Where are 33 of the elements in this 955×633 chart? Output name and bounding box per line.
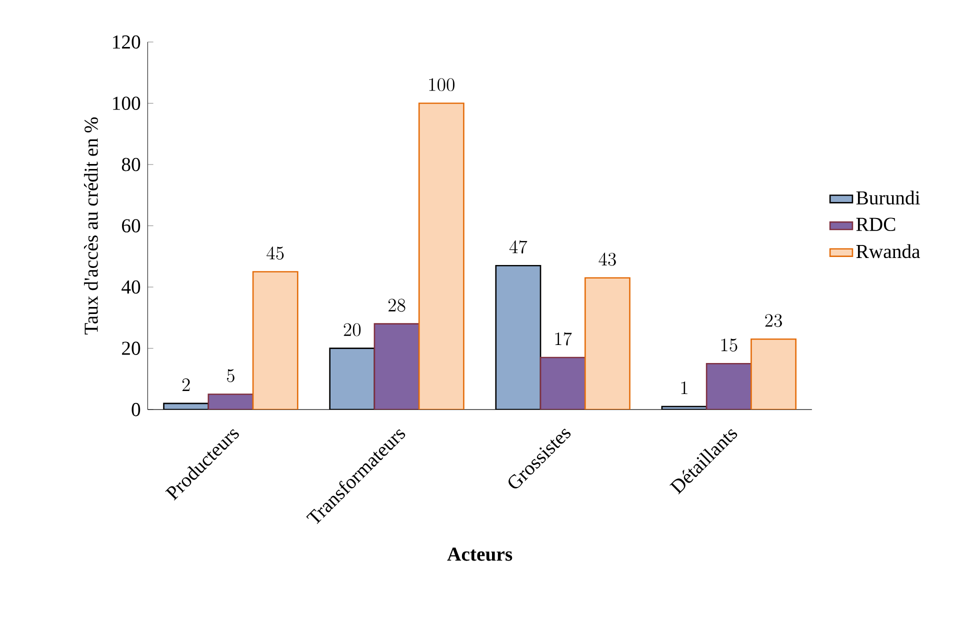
data-label: 20: [344, 323, 361, 336]
y-tick-label: 120: [113, 35, 140, 49]
data-label: 5: [227, 369, 234, 382]
y-tick-label: 100: [113, 96, 140, 110]
bar: [540, 356, 586, 410]
data-label: 23: [765, 314, 782, 328]
x-axis-title: Acteurs: [447, 548, 512, 561]
y-tick-label: 40: [122, 280, 140, 294]
y-axis-title: Taux d'accès au crédit en %: [84, 117, 98, 334]
data-label: 100: [429, 78, 454, 92]
bar: [584, 277, 630, 410]
y-tick-label: 0: [132, 402, 140, 416]
data-label: 1: [681, 381, 688, 394]
legend-label: Rwanda: [856, 244, 920, 258]
bar: [252, 271, 298, 410]
y-tick-label: 20: [122, 342, 140, 355]
legend-label: RDC: [856, 218, 896, 231]
bar: [374, 323, 420, 410]
bar: [750, 338, 796, 410]
legend-label: Burundi: [856, 190, 920, 204]
data-label: 15: [721, 338, 738, 352]
data-label: 2: [182, 378, 190, 391]
bar: [329, 348, 376, 410]
bar: [495, 264, 542, 410]
bar: [706, 362, 752, 410]
data-label: 45: [266, 246, 284, 260]
y-tick-label: 80: [122, 158, 140, 172]
data-label: 17: [555, 332, 572, 346]
y-tick-label: 60: [122, 219, 140, 232]
bar: [418, 102, 464, 410]
data-label: 43: [598, 252, 616, 266]
data-label: 28: [388, 298, 406, 312]
data-label: 47: [509, 240, 528, 254]
